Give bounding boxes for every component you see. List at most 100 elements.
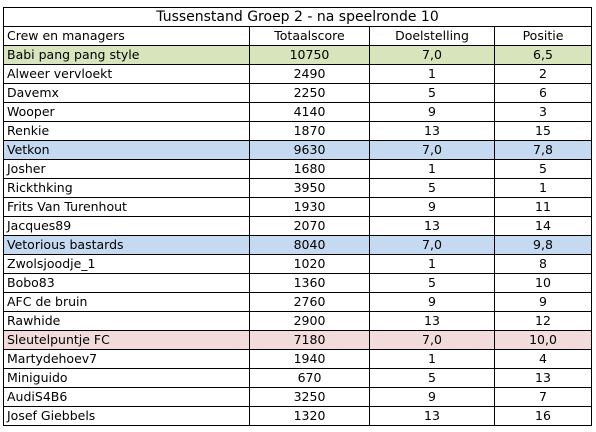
- header-position: Positie: [494, 26, 592, 46]
- member-position: 1: [494, 178, 592, 198]
- member-name: Bobo83: [3, 273, 250, 293]
- member-name: Alweer vervloekt: [3, 64, 250, 84]
- member-goal: 9: [369, 197, 495, 217]
- member-row: Josef Giebbels 1320 13 16: [3, 406, 592, 426]
- member-position: 11: [494, 197, 592, 217]
- member-position: 7: [494, 387, 592, 407]
- member-total: 2250: [249, 83, 370, 103]
- member-name: Miniguido: [3, 368, 250, 388]
- member-goal: 9: [369, 387, 495, 407]
- member-position: 4: [494, 349, 592, 369]
- member-name: Rickthking: [3, 178, 250, 198]
- team-total: 8040: [249, 235, 370, 255]
- member-position: 6: [494, 83, 592, 103]
- member-name: Frits Van Turenhout: [3, 197, 250, 217]
- member-goal: 1: [369, 64, 495, 84]
- member-position: 15: [494, 121, 592, 141]
- member-total: 2490: [249, 64, 370, 84]
- member-goal: 13: [369, 311, 495, 331]
- member-row: Rickthking 3950 5 1: [3, 178, 592, 198]
- member-goal: 5: [369, 273, 495, 293]
- member-position: 14: [494, 216, 592, 236]
- member-total: 3950: [249, 178, 370, 198]
- team-total: 10750: [249, 45, 370, 65]
- member-row: Alweer vervloekt 2490 1 2: [3, 64, 592, 84]
- member-total: 2900: [249, 311, 370, 331]
- member-row: AudiS4B6 3250 9 7: [3, 387, 592, 407]
- member-name: AudiS4B6: [3, 387, 250, 407]
- member-name: Martydehoev7: [3, 349, 250, 369]
- member-position: 2: [494, 64, 592, 84]
- member-row: Martydehoev7 1940 1 4: [3, 349, 592, 369]
- standings-table: Tussenstand Groep 2 - na speelronde 10 C…: [3, 7, 592, 426]
- member-total: 1680: [249, 159, 370, 179]
- team-position: 6,5: [494, 45, 592, 65]
- member-goal: 5: [369, 178, 495, 198]
- member-row: Miniguido 670 5 13: [3, 368, 592, 388]
- member-name: AFC de bruin: [3, 292, 250, 312]
- title-row: Tussenstand Groep 2 - na speelronde 10: [3, 7, 592, 27]
- member-position: 13: [494, 368, 592, 388]
- team-row: Vetkon 9630 7,0 7,8: [3, 140, 592, 160]
- member-goal: 13: [369, 121, 495, 141]
- member-goal: 1: [369, 349, 495, 369]
- member-total: 2070: [249, 216, 370, 236]
- member-total: 1320: [249, 406, 370, 426]
- team-position: 7,8: [494, 140, 592, 160]
- member-total: 1020: [249, 254, 370, 274]
- member-row: Wooper 4140 9 3: [3, 102, 592, 122]
- team-row: Sleutelpuntje FC 7180 7,0 10,0: [3, 330, 592, 350]
- member-name: Zwolsjoodje_1: [3, 254, 250, 274]
- header-row: Crew en managers Totaalscore Doelstellin…: [3, 26, 592, 46]
- header-total: Totaalscore: [249, 26, 370, 46]
- team-position: 9,8: [494, 235, 592, 255]
- member-total: 1870: [249, 121, 370, 141]
- member-row: Zwolsjoodje_1 1020 1 8: [3, 254, 592, 274]
- header-goal: Doelstelling: [369, 26, 495, 46]
- team-total: 9630: [249, 140, 370, 160]
- member-name: Josher: [3, 159, 250, 179]
- member-row: Rawhide 2900 13 12: [3, 311, 592, 331]
- team-position: 10,0: [494, 330, 592, 350]
- member-total: 4140: [249, 102, 370, 122]
- member-name: Josef Giebbels: [3, 406, 250, 426]
- member-name: Wooper: [3, 102, 250, 122]
- member-goal: 13: [369, 216, 495, 236]
- member-name: Jacques89: [3, 216, 250, 236]
- team-name: Sleutelpuntje FC: [3, 330, 250, 350]
- member-goal: 5: [369, 83, 495, 103]
- member-row: AFC de bruin 2760 9 9: [3, 292, 592, 312]
- table-title: Tussenstand Groep 2 - na speelronde 10: [3, 7, 592, 27]
- member-goal: 1: [369, 159, 495, 179]
- team-goal: 7,0: [369, 140, 495, 160]
- member-row: Davemx 2250 5 6: [3, 83, 592, 103]
- member-row: Renkie 1870 13 15: [3, 121, 592, 141]
- team-total: 7180: [249, 330, 370, 350]
- team-goal: 7,0: [369, 45, 495, 65]
- member-position: 5: [494, 159, 592, 179]
- member-row: Frits Van Turenhout 1930 9 11: [3, 197, 592, 217]
- team-name: Vetorious bastards: [3, 235, 250, 255]
- member-goal: 9: [369, 292, 495, 312]
- member-total: 1930: [249, 197, 370, 217]
- member-row: Jacques89 2070 13 14: [3, 216, 592, 236]
- member-row: Josher 1680 1 5: [3, 159, 592, 179]
- member-name: Davemx: [3, 83, 250, 103]
- header-crew: Crew en managers: [3, 26, 250, 46]
- member-row: Bobo83 1360 5 10: [3, 273, 592, 293]
- team-name: Babi pang pang style: [3, 45, 250, 65]
- team-row: Vetorious bastards 8040 7,0 9,8: [3, 235, 592, 255]
- member-position: 9: [494, 292, 592, 312]
- member-name: Renkie: [3, 121, 250, 141]
- member-position: 8: [494, 254, 592, 274]
- member-total: 1940: [249, 349, 370, 369]
- member-total: 1360: [249, 273, 370, 293]
- team-goal: 7,0: [369, 235, 495, 255]
- member-goal: 9: [369, 102, 495, 122]
- team-row: Babi pang pang style 10750 7,0 6,5: [3, 45, 592, 65]
- member-name: Rawhide: [3, 311, 250, 331]
- member-goal: 13: [369, 406, 495, 426]
- member-position: 12: [494, 311, 592, 331]
- team-name: Vetkon: [3, 140, 250, 160]
